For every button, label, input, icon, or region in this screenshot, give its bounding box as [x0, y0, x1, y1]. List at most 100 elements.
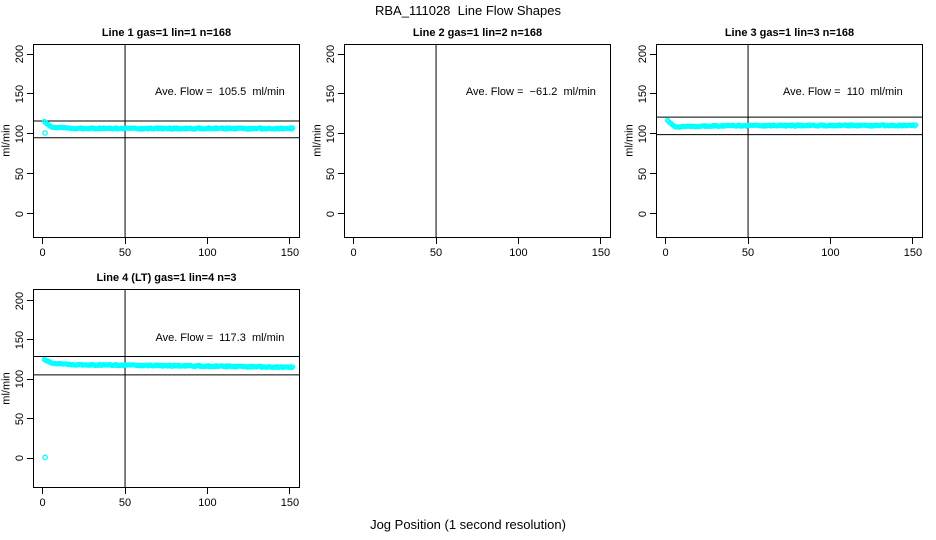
x-tick-mark: [124, 238, 126, 244]
x-tick-mark: [289, 488, 291, 494]
ave-flow-annotation: Ave. Flow = 117.3 ml/min: [155, 331, 285, 344]
x-tick-mark: [353, 238, 355, 244]
y-tick-label: 100: [14, 124, 26, 143]
panel-title: Line 1 gas=1 lin=1 n=168: [101, 27, 232, 39]
x-axis-title: Jog Position (1 second resolution): [370, 517, 566, 532]
plot-frame: [344, 44, 611, 238]
x-tick-mark: [517, 238, 519, 244]
x-tick-mark: [435, 238, 437, 244]
y-axis-title: ml/min: [0, 124, 13, 157]
x-tick-label: 0: [39, 497, 46, 509]
y-tick-mark: [650, 173, 656, 175]
y-tick-label: 0: [14, 210, 26, 217]
panel-title: Line 3 gas=1 lin=3 n=168: [724, 27, 855, 39]
x-tick-mark: [600, 238, 602, 244]
flow-tolerance-lines: [33, 355, 300, 376]
outlier-points: [42, 454, 48, 461]
y-axis-title: ml/min: [623, 124, 636, 157]
scatter-plot: [656, 44, 923, 238]
y-tick-label: 50: [14, 412, 26, 425]
ave-flow-annotation: Ave. Flow = 110 ml/min: [783, 85, 903, 98]
y-tick-label: 50: [325, 167, 337, 180]
ave-flow-annotation: Ave. Flow = 105.5 ml/min: [155, 85, 285, 98]
y-tick-mark: [27, 300, 33, 302]
x-tick-mark: [206, 488, 208, 494]
y-tick-label: 200: [14, 291, 26, 310]
x-tick-label: 0: [39, 247, 46, 259]
y-axis-title: ml/min: [0, 371, 13, 405]
y-tick-label: 200: [637, 44, 649, 64]
y-tick-label: 100: [14, 370, 26, 389]
y-tick-mark: [27, 418, 33, 420]
y-tick-label: 200: [325, 44, 337, 64]
y-tick-mark: [650, 213, 656, 215]
x-tick-label: 50: [118, 247, 132, 259]
x-tick-label: 0: [350, 247, 357, 259]
ave-flow-annotation: Ave. Flow = −61.2 ml/min: [465, 85, 596, 98]
x-tick-mark: [665, 238, 667, 244]
x-tick-label: 150: [280, 247, 300, 259]
plot-frame: [656, 44, 923, 238]
outlier-points: [42, 130, 48, 136]
y-tick-mark: [27, 213, 33, 215]
x-tick-mark: [747, 238, 749, 244]
x-tick-label: 50: [429, 247, 443, 259]
y-tick-mark: [650, 133, 656, 135]
x-tick-mark: [42, 238, 44, 244]
panel-title: Line 4 (LT) gas=1 lin=4 n=3: [96, 272, 237, 284]
y-axis-title: ml/min: [311, 124, 324, 157]
scatter-plot: [435, 44, 437, 238]
x-tick-mark: [206, 238, 208, 244]
y-tick-label: 50: [637, 167, 649, 180]
flow-tolerance-lines: [33, 120, 300, 139]
x-tick-label: 150: [280, 497, 300, 509]
y-tick-label: 150: [14, 330, 26, 350]
panel-title: Line 2 gas=1 lin=2 n=168: [412, 27, 543, 39]
y-tick-label: 0: [325, 210, 337, 217]
y-tick-label: 150: [14, 84, 26, 104]
scatter-plot: [33, 289, 300, 488]
y-tick-mark: [27, 53, 33, 55]
x-tick-label: 50: [741, 247, 755, 259]
y-tick-label: 200: [14, 44, 26, 64]
y-tick-mark: [27, 378, 33, 380]
flow-tolerance-lines: [656, 116, 923, 136]
plot-frame: [33, 289, 300, 488]
y-tick-mark: [338, 173, 344, 175]
x-tick-label: 50: [118, 497, 132, 509]
flow-points: [41, 356, 296, 371]
flow-points: [41, 118, 296, 132]
x-tick-label: 150: [591, 247, 611, 259]
y-tick-mark: [27, 173, 33, 175]
figure-title: RBA_111028 Line Flow Shapes: [375, 3, 561, 18]
y-tick-label: 0: [14, 455, 26, 462]
y-tick-label: 0: [637, 210, 649, 217]
flow-points: [664, 117, 919, 130]
y-tick-mark: [27, 133, 33, 135]
y-tick-mark: [27, 457, 33, 459]
y-tick-mark: [338, 213, 344, 215]
x-tick-label: 100: [509, 247, 528, 259]
y-tick-mark: [650, 93, 656, 95]
y-tick-mark: [338, 93, 344, 95]
plot-frame: [33, 44, 300, 238]
x-tick-mark: [829, 238, 831, 244]
x-tick-label: 100: [821, 247, 840, 259]
y-tick-label: 150: [325, 84, 337, 104]
x-tick-mark: [289, 238, 291, 244]
x-tick-label: 150: [903, 247, 923, 259]
y-tick-mark: [27, 93, 33, 95]
y-tick-mark: [338, 133, 344, 135]
scatter-plot: [33, 44, 300, 238]
y-tick-mark: [27, 339, 33, 341]
y-tick-label: 100: [325, 124, 337, 143]
x-tick-mark: [42, 488, 44, 494]
x-tick-label: 100: [198, 497, 217, 509]
x-tick-mark: [124, 488, 126, 494]
y-tick-mark: [650, 53, 656, 55]
y-tick-label: 50: [14, 167, 26, 180]
